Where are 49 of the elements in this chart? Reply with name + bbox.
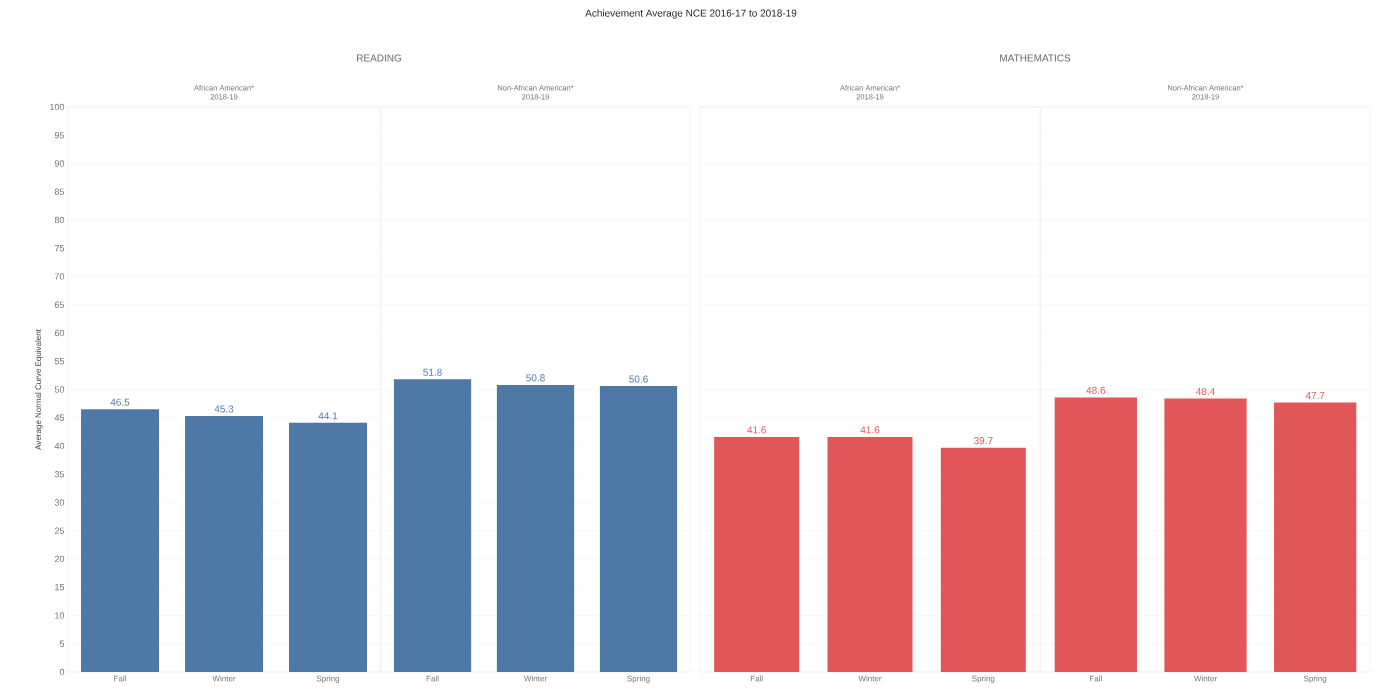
x-tick-label: Winter (523, 675, 547, 682)
x-tick-label: Fall (1090, 675, 1102, 682)
y-tick-label: 0 (59, 668, 65, 676)
data-label: 51.8 (423, 368, 442, 376)
x-tick-label: Fall (426, 675, 439, 682)
y-tick-label: 60 (54, 329, 65, 337)
data-label: 44.1 (318, 412, 338, 420)
y-tick-label: 40 (54, 442, 65, 450)
data-label: 45.3 (214, 405, 234, 413)
y-tick-label: 90 (54, 160, 65, 167)
data-label: 41.6 (747, 426, 766, 434)
data-label: 50.8 (526, 374, 545, 382)
data-label: 50.6 (629, 375, 648, 383)
x-tick-label: Winter (1193, 675, 1217, 682)
x-tick-label: Spring (316, 675, 340, 683)
x-tick-label: Fall (114, 675, 126, 682)
y-tick-label: 55 (54, 358, 65, 365)
x-tick-label: Winter (212, 675, 236, 682)
y-tick-label: 95 (54, 132, 65, 139)
y-tick-label: 50 (54, 386, 65, 393)
data-label: 47.7 (1305, 392, 1325, 399)
x-tick-label: Spring (627, 675, 650, 683)
y-tick-label: 25 (54, 527, 65, 534)
data-label: 48.6 (1086, 386, 1106, 394)
y-tick-label: 75 (54, 245, 65, 252)
text: MATHEMATICS (1000, 54, 1071, 62)
y-tick-label: 85 (54, 188, 65, 195)
y-axis-title: Average Normal Curve Equivalent (35, 329, 43, 450)
y-tick-label: 65 (54, 301, 65, 308)
x-tick-label: Fall (750, 675, 763, 682)
y-tick-label: 15 (55, 584, 65, 591)
y-tick-label: 70 (54, 273, 65, 280)
y-tick-label: 100 (50, 103, 65, 111)
y-tick-label: 80 (54, 216, 65, 224)
data-label: 48.4 (1196, 387, 1215, 395)
y-tick-label: 20 (54, 555, 65, 563)
x-tick-label: Spring (972, 675, 995, 683)
text: READING (357, 54, 402, 62)
y-tick-label: 5 (59, 640, 65, 647)
data-label: 39.7 (973, 437, 993, 445)
y-tick-label: 30 (54, 499, 65, 506)
y-tick-label: 45 (54, 414, 65, 421)
x-tick-label: Winter (858, 675, 882, 682)
text: Achievement Average NCE 2016-17 to 2018-19 (585, 9, 797, 19)
x-tick-label: Spring (1303, 675, 1327, 683)
data-label: 41.6 (860, 426, 880, 434)
y-tick-label: 10 (55, 612, 65, 619)
data-label: 46.5 (110, 398, 130, 406)
y-tick-label: 35 (54, 471, 65, 478)
